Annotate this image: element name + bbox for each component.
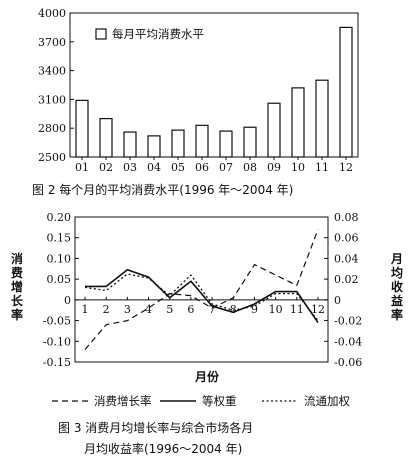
x-tick-label: 2 bbox=[103, 303, 110, 316]
x-axis-label: 月份 bbox=[194, 369, 220, 384]
y-tick-label: 3100 bbox=[38, 93, 66, 106]
svg-text:费: 费 bbox=[11, 265, 23, 280]
left-y-tick-label: 0 bbox=[64, 294, 71, 307]
bar bbox=[195, 124, 209, 158]
x-tick-label: 10 bbox=[291, 161, 305, 174]
legend-label-1: 消费增长率 bbox=[94, 394, 152, 408]
x-tick-label: 08 bbox=[243, 161, 257, 174]
left-y-tick-label: -0.10 bbox=[43, 335, 71, 348]
x-tick-label: 11 bbox=[290, 303, 304, 316]
plot-frame bbox=[74, 216, 329, 363]
legend-label: 每月平均消费水平 bbox=[112, 27, 204, 41]
legend-label-2: 等权重 bbox=[202, 394, 237, 408]
figure-3-caption-line1: 图 3 消费月均增长率与综合市场各月 bbox=[58, 420, 253, 435]
left-y-tick-label: 0.05 bbox=[47, 273, 72, 286]
svg-text:益: 益 bbox=[391, 293, 403, 308]
bar bbox=[339, 26, 353, 158]
svg-text:率: 率 bbox=[391, 307, 403, 322]
x-tick-label: 11 bbox=[315, 161, 329, 174]
right-y-tick-label: 0.08 bbox=[334, 211, 359, 224]
bar bbox=[243, 126, 257, 158]
bar bbox=[75, 99, 89, 158]
figure-2-caption: 图 2 每个月的平均消费水平(1996 年～2004 年) bbox=[32, 182, 293, 197]
x-tick-label: 09 bbox=[267, 161, 281, 174]
right-y-tick-label: 0 bbox=[334, 294, 341, 307]
bar bbox=[291, 87, 305, 158]
bar bbox=[147, 135, 161, 158]
bar bbox=[99, 117, 113, 158]
figure-3-caption-line2: 月均收益率(1996～2004 年) bbox=[84, 441, 242, 456]
x-tick-label: 8 bbox=[230, 303, 237, 316]
x-tick-label: 6 bbox=[187, 303, 194, 316]
x-tick-label: 06 bbox=[195, 161, 209, 174]
left-y-tick-label: 0.15 bbox=[47, 232, 72, 245]
right-y-axis-label: 月均收益率 bbox=[390, 252, 403, 322]
left-y-tick-label: 0.10 bbox=[47, 252, 72, 265]
svg-text:月: 月 bbox=[390, 252, 403, 266]
bar bbox=[315, 79, 329, 158]
bar bbox=[219, 130, 233, 158]
x-tick-label: 04 bbox=[147, 161, 161, 174]
bar bbox=[171, 129, 185, 158]
x-tick-label: 5 bbox=[166, 303, 173, 316]
right-y-tick-label: 0.02 bbox=[334, 273, 359, 286]
y-tick-label: 4000 bbox=[38, 7, 66, 20]
plot-frame bbox=[69, 12, 359, 158]
x-tick-label: 02 bbox=[99, 161, 113, 174]
right-y-tick-label: 0.04 bbox=[334, 252, 359, 265]
line-chart-growth-vs-returns: 0.20 0.15 0.10 0.05 0 -0.05 -0.10 -0.15 0.08 0.06… bbox=[11, 211, 403, 408]
series-line-1 bbox=[84, 229, 319, 350]
bar bbox=[123, 131, 137, 158]
x-tick-label: 10 bbox=[269, 303, 283, 316]
y-tick-label: 2800 bbox=[38, 122, 66, 135]
svg-text:率: 率 bbox=[11, 307, 23, 322]
left-y-tick-label: -0.15 bbox=[43, 356, 71, 369]
x-tick-label: 05 bbox=[171, 161, 185, 174]
x-tick-label: 7 bbox=[209, 303, 216, 316]
x-tick-label: 4 bbox=[145, 303, 152, 316]
series-line-2 bbox=[85, 268, 319, 324]
x-tick-label: 3 bbox=[124, 303, 131, 316]
left-y-axis-label: 消费增长率 bbox=[11, 251, 24, 322]
svg-text:均: 均 bbox=[391, 265, 403, 280]
y-tick-label: 3400 bbox=[38, 65, 66, 78]
right-y-tick-label: -0.04 bbox=[334, 335, 362, 348]
x-tick-label: 07 bbox=[219, 161, 233, 174]
right-y-tick-label: -0.06 bbox=[334, 356, 362, 369]
svg-text:收: 收 bbox=[391, 279, 403, 294]
bar bbox=[267, 102, 281, 158]
x-tick-label: 01 bbox=[75, 161, 89, 174]
series-line-3 bbox=[84, 273, 319, 322]
bar-chart-monthly-consumption: 2500 2800 3100 3400 3700 4000 01 02 03 04 05 06 07 08… bbox=[38, 7, 359, 174]
svg-text:增: 增 bbox=[11, 279, 23, 294]
x-tick-label: 12 bbox=[311, 303, 325, 316]
left-y-tick-label: 0.20 bbox=[47, 211, 72, 224]
x-tick-label: 9 bbox=[251, 303, 258, 316]
right-y-tick-label: -0.02 bbox=[334, 315, 362, 328]
legend-label-3: 流通加权 bbox=[304, 394, 350, 408]
y-tick-label: 3700 bbox=[38, 36, 66, 49]
y-tick-label: 2500 bbox=[38, 151, 66, 164]
x-tick-label: 12 bbox=[339, 161, 353, 174]
svg-text:长: 长 bbox=[11, 293, 24, 308]
svg-text:消: 消 bbox=[11, 251, 23, 266]
x-tick-label: 03 bbox=[123, 161, 137, 174]
legend-swatch bbox=[95, 28, 107, 40]
right-y-tick-label: 0.06 bbox=[334, 232, 359, 245]
left-y-tick-label: -0.05 bbox=[43, 315, 71, 328]
x-tick-label: 1 bbox=[82, 303, 89, 316]
